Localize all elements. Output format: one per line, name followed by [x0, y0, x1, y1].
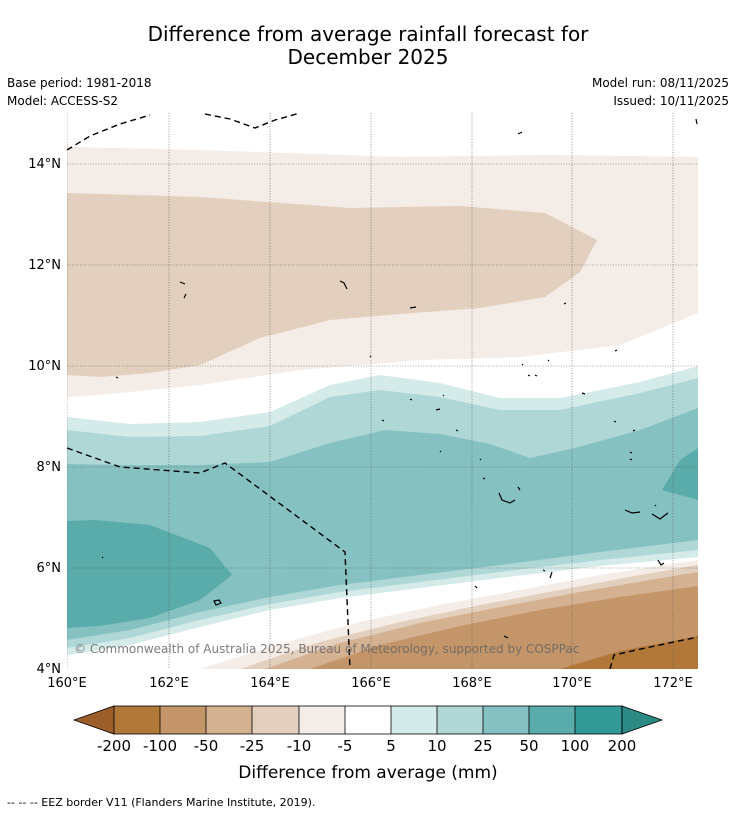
latitude-labels: 14°N 12°N 10°N 8°N 6°N 4°N — [28, 157, 61, 677]
lon-label-164E: 164°E — [250, 676, 290, 691]
colorbar-swatch-8 — [437, 706, 483, 734]
cb-tick-5: -10 — [287, 737, 312, 755]
lon-label-168E: 168°E — [452, 676, 492, 691]
lon-label-162E: 162°E — [149, 676, 189, 691]
colorbar-swatch-11 — [575, 706, 622, 734]
cb-tick-11: 100 — [561, 737, 590, 755]
band-dry-100-south — [310, 586, 698, 669]
meta-right: Model run: 08/11/2025 Issued: 10/11/2025 — [592, 74, 729, 110]
colorbar-swatch-7 — [391, 706, 437, 734]
colorbar-arrow-high — [621, 705, 664, 735]
meta-left: Base period: 1981-2018 Model: ACCESS-S2 — [7, 74, 152, 110]
band-wet-25-50 — [67, 408, 698, 640]
colorbar-swatch-9 — [483, 706, 529, 734]
eez-borders — [67, 113, 698, 669]
issued-date: Issued: 10/11/2025 — [613, 94, 729, 108]
lat-label-4N: 4°N — [37, 662, 62, 677]
cb-tick-2: -100 — [143, 737, 177, 755]
colorbar-swatch-2 — [160, 706, 206, 734]
lat-label-14N: 14°N — [28, 157, 61, 172]
colorbar: -200 -100 -50 -25 -10 -5 5 10 25 50 100 … — [72, 705, 664, 783]
cb-tick-10: 50 — [519, 737, 538, 755]
cb-tick-9: 25 — [473, 737, 492, 755]
lat-label-10N: 10°N — [28, 359, 61, 374]
colorbar-swatch-5 — [299, 706, 345, 734]
copyright-notice: © Commonwealth of Australia 2025, Bureau… — [74, 642, 579, 656]
longitude-labels: 160°E 162°E 164°E 166°E 168°E 170°E 172°… — [47, 676, 693, 691]
cb-tick-8: 10 — [427, 737, 446, 755]
cb-tick-12: 200 — [608, 737, 637, 755]
lat-label-8N: 8°N — [37, 460, 62, 475]
lon-label-160E: 160°E — [47, 676, 87, 691]
cb-tick-4: -25 — [240, 737, 265, 755]
lon-label-166E: 166°E — [351, 676, 391, 691]
lat-label-6N: 6°N — [37, 561, 62, 576]
islands — [101, 118, 698, 639]
colorbar-frame — [113, 705, 623, 735]
lat-label-12N: 12°N — [28, 258, 61, 273]
title-line-2: December 2025 — [287, 45, 449, 69]
model-name: Model: ACCESS-S2 — [7, 94, 119, 108]
colorbar-swatch-1 — [114, 706, 160, 734]
colorbar-swatch-6 — [345, 706, 391, 734]
base-period: Base period: 1981-2018 — [7, 76, 152, 90]
rainfall-map — [67, 113, 698, 669]
chart-title: Difference from average rainfall forecas… — [0, 23, 736, 69]
band-wet-50-100-west — [67, 520, 232, 628]
eez-footnote: -- -- -- EEZ border V11 (Flanders Marine… — [7, 796, 316, 809]
lon-label-170E: 170°E — [552, 676, 592, 691]
colorbar-tick-labels: -200 -100 -50 -25 -10 -5 5 10 25 50 100 … — [97, 737, 636, 755]
colorbar-arrow-low — [72, 705, 115, 735]
cb-tick-1: -200 — [97, 737, 131, 755]
colorbar-swatch-3 — [206, 706, 252, 734]
title-line-1: Difference from average rainfall forecas… — [147, 22, 589, 46]
model-run: Model run: 08/11/2025 — [591, 76, 729, 90]
cb-tick-3: -50 — [194, 737, 219, 755]
colorbar-dividers — [159, 706, 576, 734]
colorbar-swatch-4 — [252, 706, 299, 734]
colorbar-swatch-10 — [529, 706, 575, 734]
lon-label-172E: 172°E — [653, 676, 693, 691]
band-dry-mid-north — [67, 193, 597, 377]
graticule — [67, 113, 698, 669]
cb-tick-6: -5 — [338, 737, 353, 755]
cb-tick-7: 5 — [386, 737, 396, 755]
band-wet-50-100-east — [662, 448, 698, 500]
colorbar-title: Difference from average (mm) — [238, 763, 497, 783]
